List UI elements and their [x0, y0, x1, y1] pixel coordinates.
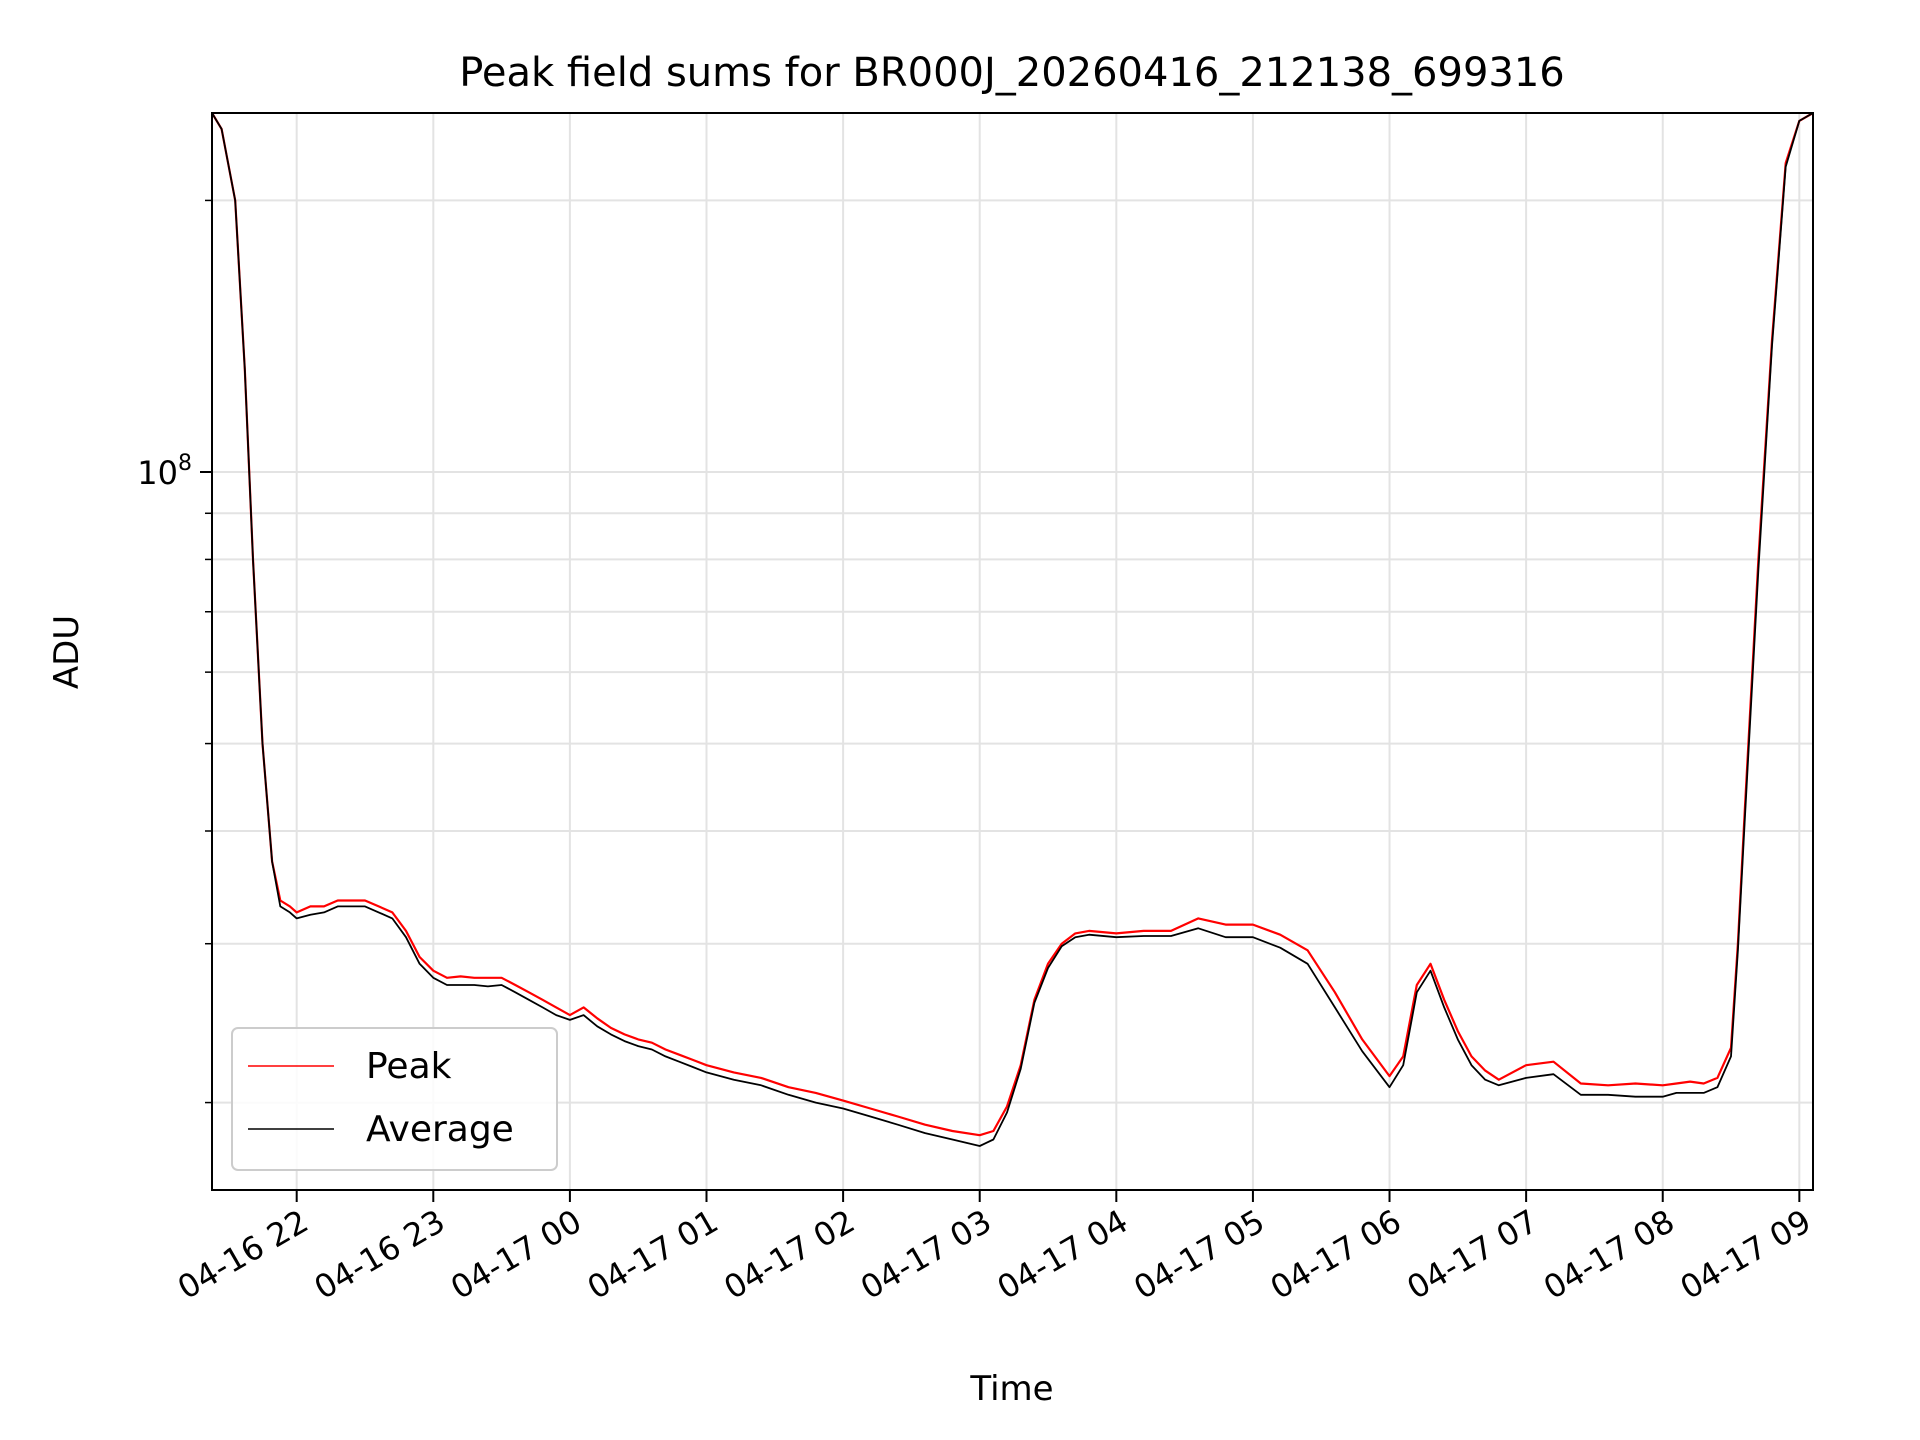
series-line-average	[211, 112, 1814, 1147]
legend-box	[231, 1027, 558, 1171]
y-axis-label: ADU	[47, 615, 87, 689]
y-axis: 108	[137, 199, 212, 1104]
legend-peak-label: Peak	[366, 1046, 452, 1087]
y-tick-label: 108	[137, 451, 192, 492]
series-layer	[211, 112, 1814, 1147]
x-axis-label: Time	[969, 1369, 1053, 1409]
chart-title: Peak field sums for BR000J_20260416_2121…	[459, 50, 1565, 96]
series-line-peak	[211, 112, 1814, 1137]
legend-average-label: Average	[366, 1109, 514, 1150]
plot-frame	[211, 112, 1814, 1191]
legend: Peak Average	[231, 1027, 558, 1171]
grid	[212, 113, 1813, 1190]
